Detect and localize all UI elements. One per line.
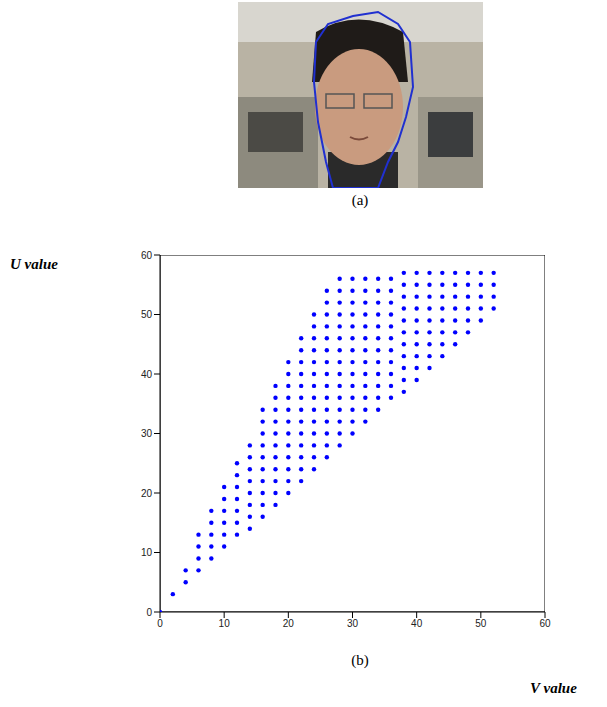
- svg-text:0: 0: [146, 607, 152, 618]
- svg-text:60: 60: [141, 250, 153, 261]
- svg-text:40: 40: [411, 618, 423, 629]
- svg-text:40: 40: [141, 369, 153, 380]
- svg-text:0: 0: [157, 618, 163, 629]
- svg-text:20: 20: [283, 618, 295, 629]
- svg-text:10: 10: [219, 618, 231, 629]
- svg-text:10: 10: [141, 547, 153, 558]
- html-text:V value: V value: [530, 680, 577, 696]
- html-text:U value: U value: [10, 256, 58, 272]
- svg-text:20: 20: [141, 488, 153, 499]
- svg-text:50: 50: [141, 309, 153, 320]
- html-text:(b): (b): [351, 652, 369, 668]
- svg-text:60: 60: [539, 618, 551, 629]
- html-text:(a): (a): [351, 192, 369, 208]
- svg-text:50: 50: [475, 618, 487, 629]
- svg-text:30: 30: [141, 428, 153, 439]
- svg-text:30: 30: [347, 618, 359, 629]
